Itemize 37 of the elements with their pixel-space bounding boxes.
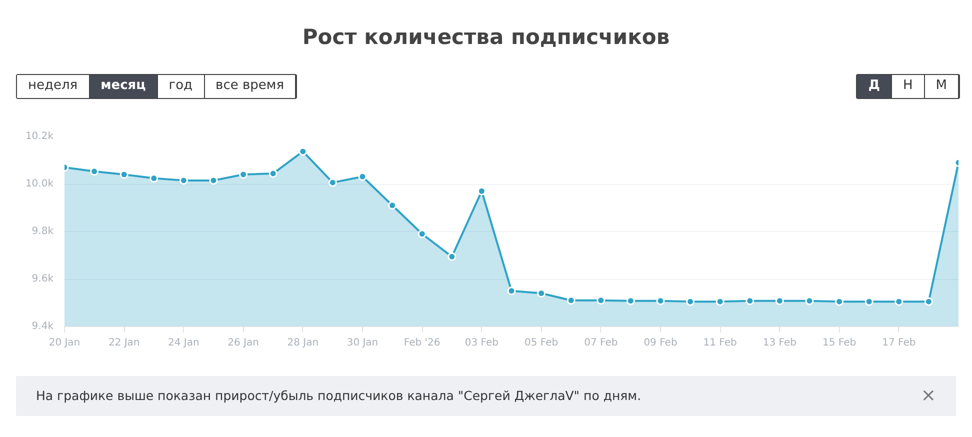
x-tick-label: Feb '26 [404,338,440,348]
text: все время [204,75,296,98]
text: × [920,384,936,408]
y-tick-label: 10.0k [25,178,54,190]
x-tick-label: 24 Jan [168,338,200,348]
x-tick-label: 03 Feb [464,338,499,348]
text: Д [857,75,892,98]
y-tick-label: 9.4k [32,321,54,332]
x-tick-label: 26 Jan [228,338,259,348]
text: На графике выше показан прирост/убыль подписчиков канала "Сергей ДжеглаV" по дням. [36,387,642,405]
y-tick-label: 9.6k [32,274,54,284]
y-tick-label: 9.8k [32,226,54,237]
x-tick-label: 07 Feb [584,338,618,348]
text: Н [892,75,925,98]
text: месяц [90,75,158,98]
y-tick-label: 10.2k [25,131,54,142]
x-tick-label: 15 Feb [822,338,856,348]
x-tick-label: 30 Jan [346,338,378,348]
x-tick-label: 11 Feb [703,338,737,348]
point [328,178,337,187]
point [448,252,456,261]
x-tick-label: 20 Jan [48,338,80,348]
text: год [158,75,205,98]
point [924,297,933,306]
x-tick-label: 22 Jan [108,338,140,348]
point [268,169,278,178]
point [388,201,397,210]
x-tick-label: 13 Feb [762,338,797,348]
text: неделя [17,75,90,98]
text: М [924,75,959,98]
x-tick-label: 28 Jan [287,338,319,348]
chart-title: Рост количества подписчиков [301,24,671,51]
point [507,286,516,296]
x-tick-label: 09 Feb [644,338,678,348]
point [418,230,426,238]
x-tick-label: 17 Feb [882,338,916,348]
x-tick-label: 05 Feb [524,338,558,348]
